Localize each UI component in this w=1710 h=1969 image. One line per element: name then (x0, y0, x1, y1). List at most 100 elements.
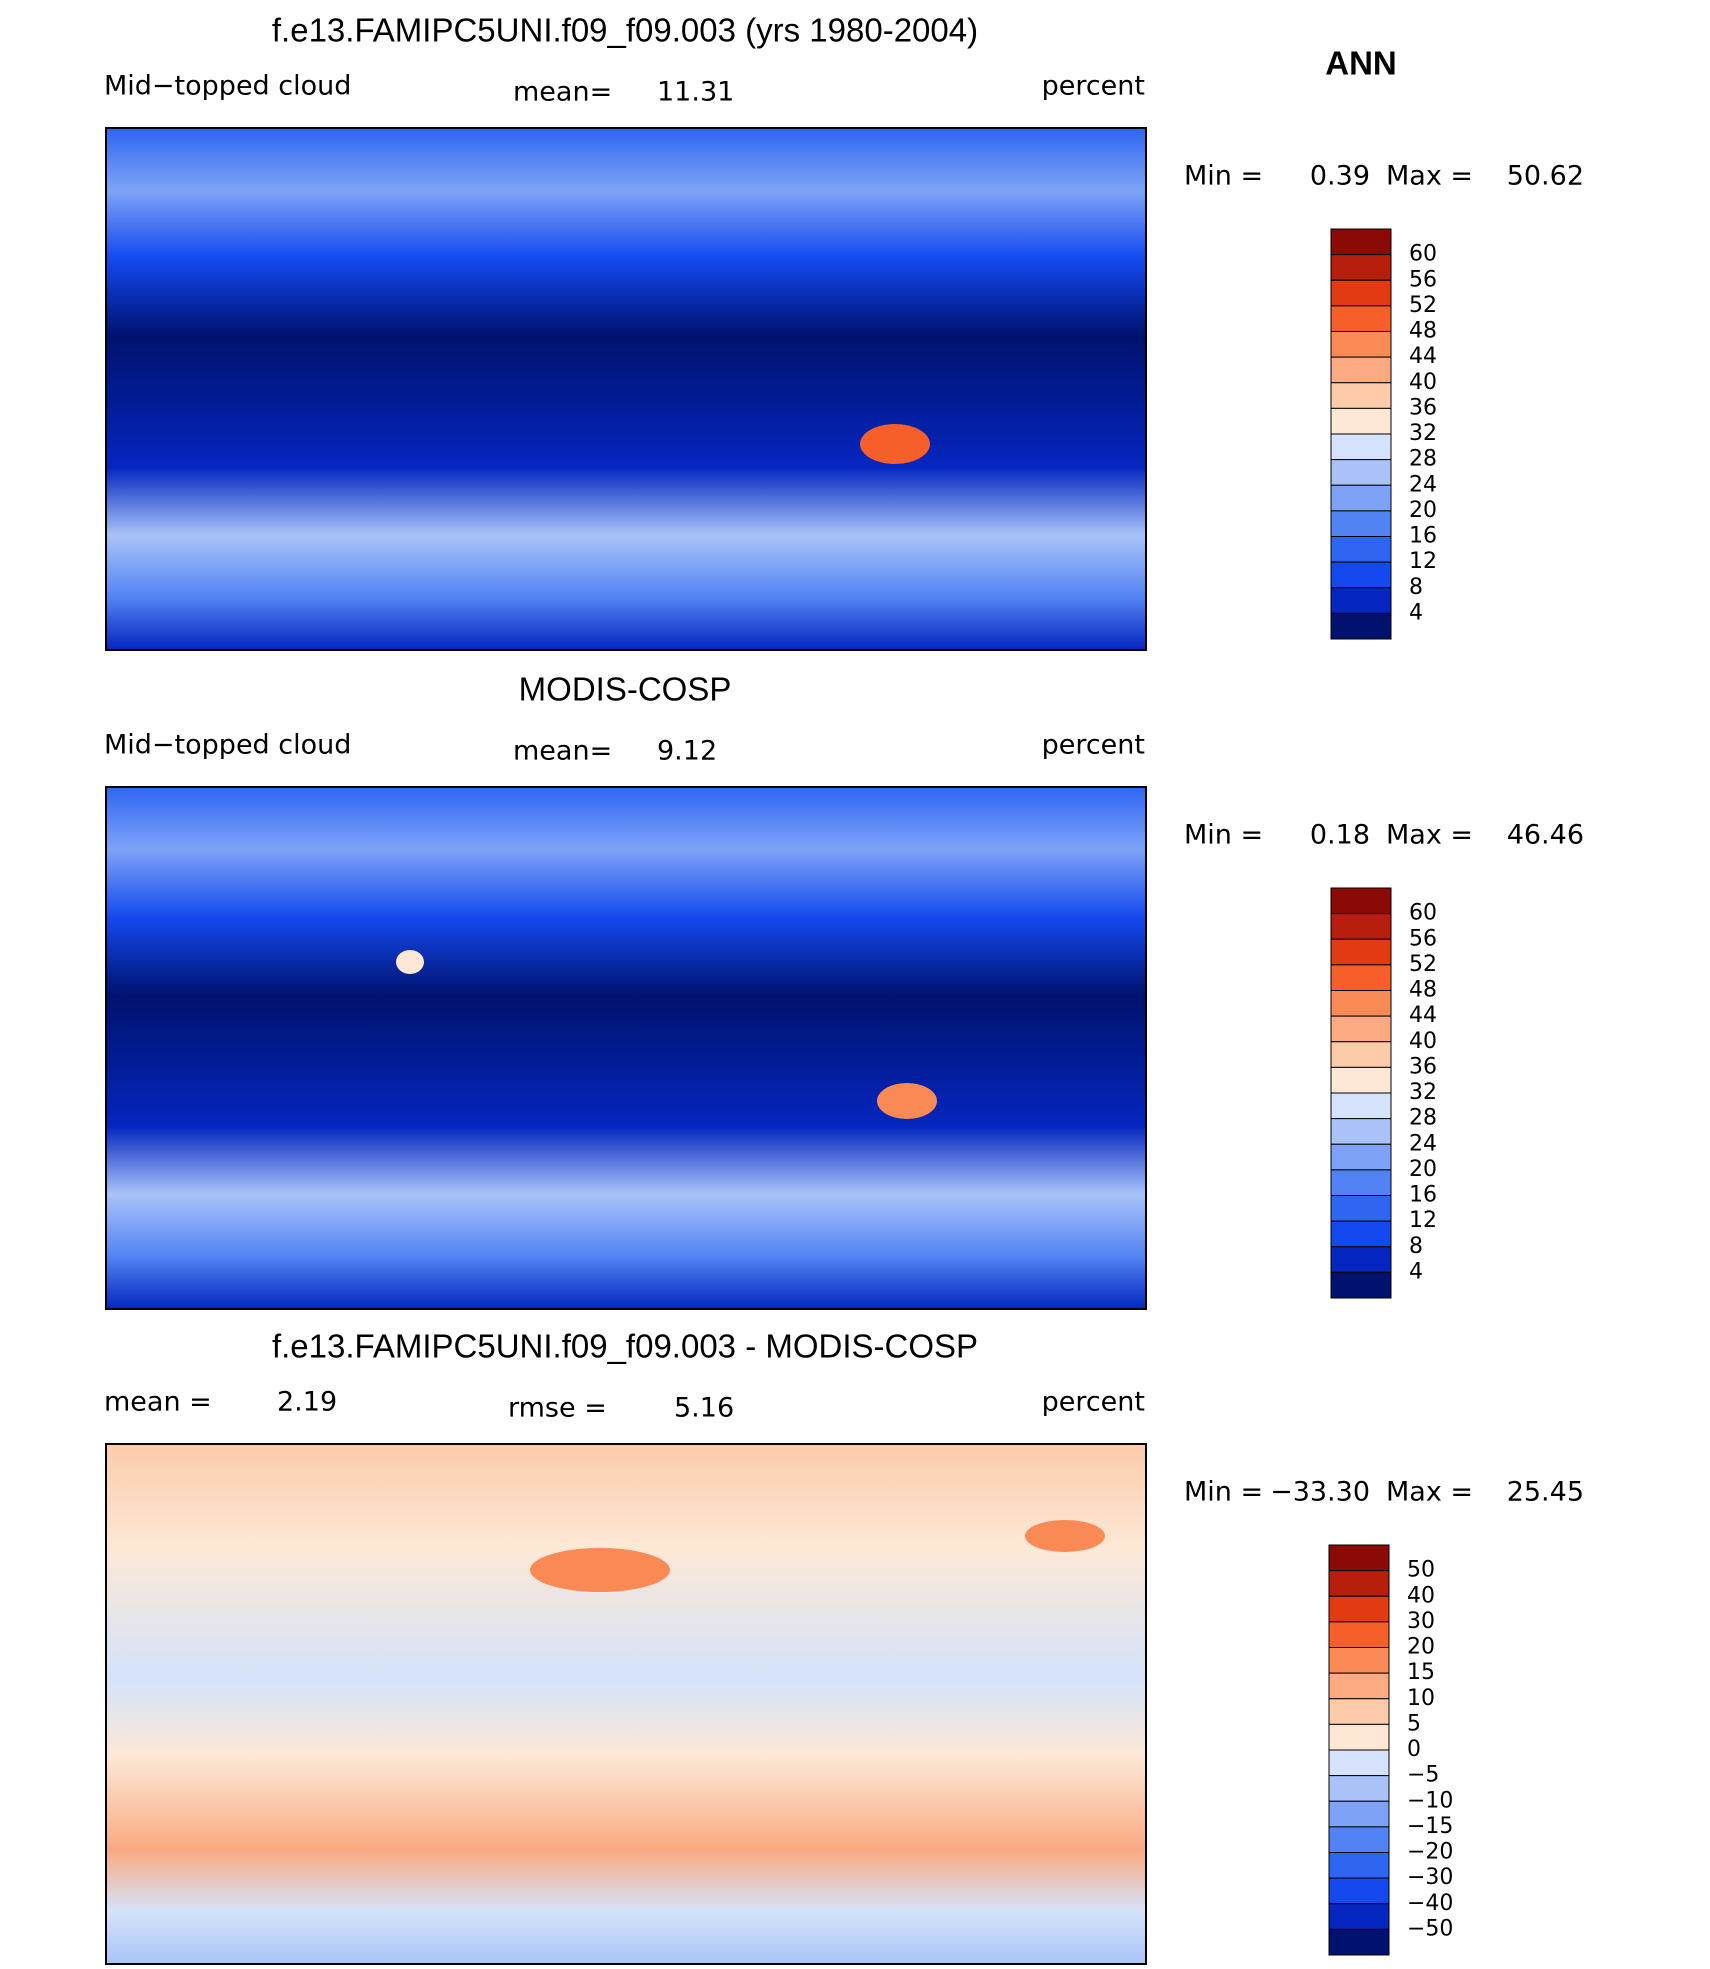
colorbar-swatch (1330, 382, 1392, 409)
colorbar-label: 28 (1409, 447, 1437, 472)
min-label: Min = (1184, 820, 1263, 851)
colorbar-label: 32 (1409, 1080, 1437, 1105)
colorbar-label: 24 (1409, 1131, 1437, 1156)
colorbar-swatch (1330, 913, 1392, 940)
colorbar-label: 36 (1409, 1054, 1437, 1079)
max-value: 25.45 (1507, 1477, 1584, 1508)
colorbar-label: 20 (1409, 1157, 1437, 1182)
colorbar-label: 36 (1409, 395, 1437, 420)
map (105, 786, 1147, 1310)
map-feature (1025, 1520, 1105, 1552)
colorbar-swatch (1330, 1118, 1392, 1145)
left-value: 2.19 (277, 1387, 337, 1418)
colorbar-swatch (1330, 1143, 1392, 1171)
colorbar-label: 52 (1409, 952, 1437, 977)
colorbar-label: 10 (1407, 1686, 1435, 1711)
colorbar-label: 40 (1407, 1583, 1435, 1608)
colorbar-label: 44 (1409, 1003, 1437, 1028)
map (105, 127, 1147, 651)
colorbar-label: 40 (1409, 370, 1437, 395)
colorbar-swatch (1330, 1041, 1392, 1068)
colorbar-swatch (1330, 1169, 1392, 1196)
colorbar-label: 8 (1409, 1234, 1423, 1259)
colorbar-swatch (1328, 1877, 1390, 1905)
min-value: 0.39 (1310, 161, 1370, 192)
colorbar-label: 24 (1409, 472, 1437, 497)
colorbar-swatch (1330, 433, 1392, 461)
units: percent (1042, 71, 1145, 102)
colorbar-label: −15 (1407, 1814, 1453, 1839)
colorbar-label: 15 (1407, 1660, 1435, 1685)
colorbar-label: 20 (1407, 1635, 1435, 1660)
colorbar-swatch (1330, 305, 1392, 332)
min-label: Min = (1184, 1477, 1263, 1508)
colorbar-swatch (1328, 1852, 1390, 1879)
colorbar-swatch (1328, 1621, 1390, 1648)
min-value: 0.18 (1310, 820, 1370, 851)
colorbar-label: −30 (1407, 1865, 1453, 1890)
colorbar-swatch (1328, 1775, 1390, 1802)
left-label: Mid−topped cloud (104, 71, 351, 102)
colorbar-label: 20 (1409, 498, 1437, 523)
map-feature (396, 950, 424, 974)
colorbar-swatch (1330, 356, 1392, 384)
colorbar-label: 12 (1409, 549, 1437, 574)
colorbar-label: 30 (1407, 1609, 1435, 1634)
colorbar-swatch (1330, 510, 1392, 537)
colorbar-swatch (1330, 964, 1392, 991)
colorbar-swatch (1330, 1092, 1392, 1120)
center-value: 9.12 (657, 736, 717, 767)
colorbar-swatch (1328, 1749, 1390, 1777)
map (105, 1443, 1147, 1965)
units: percent (1042, 1387, 1145, 1418)
max-value: 46.46 (1507, 820, 1584, 851)
colorbar-swatch (1328, 1826, 1390, 1853)
colorbar-label: 56 (1409, 926, 1437, 951)
colorbar-label: 28 (1409, 1106, 1437, 1131)
colorbar-swatch (1328, 1903, 1390, 1930)
colorbar-swatch (1328, 1544, 1390, 1572)
colorbar-swatch (1330, 561, 1392, 589)
colorbar-swatch (1328, 1698, 1390, 1725)
center-label: mean= (513, 736, 612, 767)
colorbar-swatch (1330, 1195, 1392, 1222)
colorbar-swatch (1330, 459, 1392, 486)
max-label: Max = (1386, 161, 1473, 192)
map-feature (860, 424, 930, 464)
colorbar-swatch (1330, 1066, 1392, 1094)
center-label: mean= (513, 77, 612, 108)
colorbar-label: 16 (1409, 1183, 1437, 1208)
colorbar-swatch (1328, 1570, 1390, 1597)
colorbar-swatch (1330, 407, 1392, 435)
colorbar-swatch (1328, 1595, 1390, 1623)
colorbar-label: 48 (1409, 978, 1437, 1003)
max-label: Max = (1386, 1477, 1473, 1508)
units: percent (1042, 730, 1145, 761)
colorbar-label: 4 (1409, 600, 1423, 625)
colorbar-label: 8 (1409, 575, 1423, 600)
center-value: 11.31 (657, 77, 734, 108)
colorbar-label: 48 (1409, 319, 1437, 344)
left-label: mean = (104, 1387, 212, 1418)
left-label: Mid−topped cloud (104, 730, 351, 761)
colorbar-label: 50 (1407, 1558, 1435, 1583)
colorbar-label: 4 (1409, 1259, 1423, 1284)
center-label: rmse = (508, 1393, 607, 1424)
colorbar-swatch (1328, 1647, 1390, 1674)
colorbar-swatch (1330, 612, 1392, 640)
colorbar-label: 60 (1409, 901, 1437, 926)
colorbar-swatch (1328, 1928, 1390, 1956)
colorbar-swatch (1330, 279, 1392, 307)
colorbar-label: 5 (1407, 1711, 1421, 1736)
maps (105, 127, 1147, 1965)
map-feature (530, 1548, 670, 1592)
colorbar-swatch (1330, 254, 1392, 281)
colorbar-label: −10 (1407, 1788, 1453, 1813)
colorbar-label: 16 (1409, 524, 1437, 549)
colorbar-swatch (1330, 536, 1392, 563)
colorbar-swatch (1328, 1672, 1390, 1700)
colorbar-swatch (1328, 1800, 1390, 1828)
colorbar-swatch (1330, 484, 1392, 512)
colorbar-label: −50 (1407, 1916, 1453, 1941)
colorbar-label: 52 (1409, 293, 1437, 318)
